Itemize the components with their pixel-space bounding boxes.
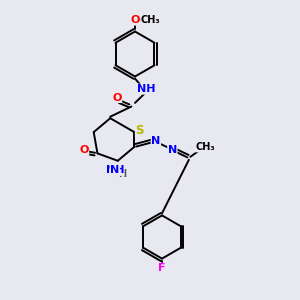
Text: O: O	[79, 146, 88, 155]
Text: CH₃: CH₃	[141, 15, 160, 25]
Text: O: O	[130, 15, 140, 25]
Text: S: S	[135, 124, 144, 137]
Text: O: O	[112, 92, 122, 103]
Text: F: F	[158, 263, 166, 273]
Text: N: N	[168, 145, 177, 155]
Text: NH: NH	[137, 84, 156, 94]
Text: N: N	[110, 165, 119, 176]
Text: N: N	[151, 136, 160, 146]
Text: H: H	[118, 169, 126, 179]
Text: CH₃: CH₃	[196, 142, 215, 152]
Text: NH: NH	[106, 165, 124, 176]
